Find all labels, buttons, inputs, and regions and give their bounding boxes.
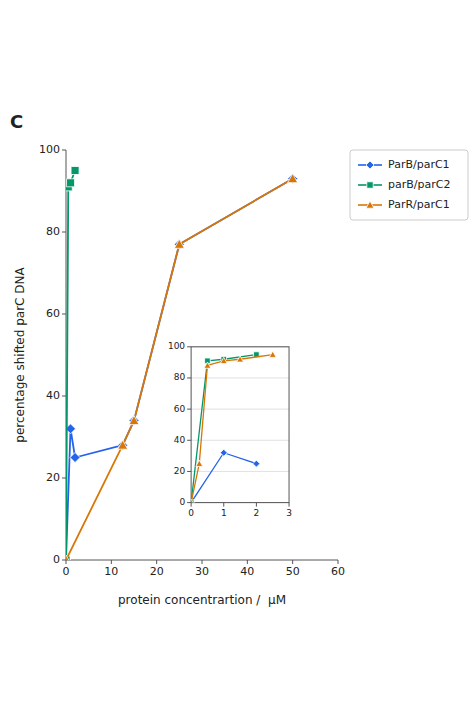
tick-label: 20 bbox=[46, 471, 60, 484]
point bbox=[118, 440, 128, 449]
grid-line bbox=[191, 409, 289, 410]
tick-label: 20 bbox=[174, 466, 186, 476]
tick bbox=[111, 560, 112, 564]
tick bbox=[256, 503, 257, 507]
point bbox=[174, 239, 184, 248]
tick bbox=[187, 346, 191, 347]
tick bbox=[62, 396, 66, 397]
series-group bbox=[191, 351, 276, 503]
tick bbox=[187, 502, 191, 503]
point bbox=[70, 453, 80, 463]
point bbox=[66, 555, 71, 560]
frame bbox=[191, 347, 289, 503]
point bbox=[269, 351, 276, 357]
tick bbox=[62, 478, 66, 479]
tick-label: 50 bbox=[286, 565, 300, 578]
tick-label: 80 bbox=[46, 225, 60, 238]
point bbox=[118, 440, 128, 450]
tick-label: 100 bbox=[39, 143, 60, 156]
tick-label: 0 bbox=[188, 508, 194, 518]
tick-label: 20 bbox=[150, 565, 164, 578]
point bbox=[71, 167, 79, 175]
x-axis bbox=[66, 560, 338, 561]
tick-label: 60 bbox=[46, 307, 60, 320]
point bbox=[129, 416, 139, 426]
tick-label: 100 bbox=[168, 341, 185, 351]
point bbox=[288, 174, 298, 183]
tick bbox=[62, 314, 66, 315]
point bbox=[196, 460, 203, 466]
point bbox=[366, 161, 374, 169]
tick bbox=[223, 503, 224, 507]
x-axis-label: protein concentrartion / μM bbox=[118, 593, 286, 607]
tick-label: 0 bbox=[53, 553, 60, 566]
point bbox=[220, 449, 227, 456]
legend-label: ParR/parC1 bbox=[388, 198, 450, 211]
line bbox=[66, 171, 75, 561]
tick-label: 30 bbox=[195, 565, 209, 578]
tick bbox=[62, 232, 66, 233]
tick bbox=[187, 377, 191, 378]
point bbox=[204, 362, 211, 368]
tick-label: 60 bbox=[174, 404, 186, 414]
plot: 0204060801000102030405060protein concent… bbox=[10, 111, 345, 607]
point bbox=[288, 174, 298, 184]
tick-label: 10 bbox=[104, 565, 118, 578]
point bbox=[253, 460, 260, 467]
line bbox=[191, 355, 256, 503]
tick bbox=[62, 150, 66, 151]
legend-box bbox=[350, 150, 468, 220]
inset: 0 20 40 60 80 100 0 1 2 3 bbox=[163, 339, 297, 521]
tick-label: 60 bbox=[331, 565, 345, 578]
tick bbox=[247, 560, 248, 564]
point bbox=[129, 416, 139, 425]
point bbox=[237, 356, 244, 362]
tick-label: 0 bbox=[179, 497, 185, 507]
point bbox=[191, 499, 194, 502]
tick-label: 80 bbox=[174, 372, 186, 382]
point bbox=[67, 179, 75, 187]
tick bbox=[187, 471, 191, 472]
tick bbox=[289, 503, 290, 507]
point bbox=[174, 239, 184, 249]
legend: ParB/parC1 parB/parC2 ParR/parC1 bbox=[350, 150, 468, 220]
tick bbox=[187, 409, 191, 410]
title: C bbox=[10, 111, 23, 132]
tick bbox=[62, 560, 66, 561]
tick-label: 0 bbox=[63, 565, 70, 578]
point bbox=[367, 182, 373, 188]
tick bbox=[187, 440, 191, 441]
tick bbox=[338, 560, 339, 564]
chart: 0204060801000102030405060protein concent… bbox=[0, 0, 474, 713]
point bbox=[220, 357, 227, 363]
tick-label: 2 bbox=[254, 508, 260, 518]
legend-label: ParB/parC1 bbox=[388, 158, 450, 171]
tick bbox=[66, 560, 67, 564]
point bbox=[366, 201, 374, 208]
legend-label: parB/parC2 bbox=[388, 178, 450, 191]
tick-label: 1 bbox=[221, 508, 227, 518]
grid-line bbox=[191, 440, 289, 441]
line bbox=[191, 355, 273, 503]
grid-line bbox=[191, 471, 289, 472]
point bbox=[191, 500, 194, 503]
inset-background bbox=[163, 339, 297, 521]
tick-label: 3 bbox=[286, 508, 292, 518]
tick-label: 40 bbox=[240, 565, 254, 578]
tick bbox=[156, 560, 157, 564]
tick bbox=[292, 560, 293, 564]
series-group bbox=[66, 167, 298, 561]
tick bbox=[191, 503, 192, 507]
point bbox=[191, 499, 194, 502]
tick bbox=[202, 560, 203, 564]
tick-label: 40 bbox=[46, 389, 60, 402]
tick-label: 40 bbox=[174, 435, 186, 445]
y-axis-label: percentage shifted parC DNA bbox=[13, 267, 27, 443]
line bbox=[191, 453, 256, 503]
